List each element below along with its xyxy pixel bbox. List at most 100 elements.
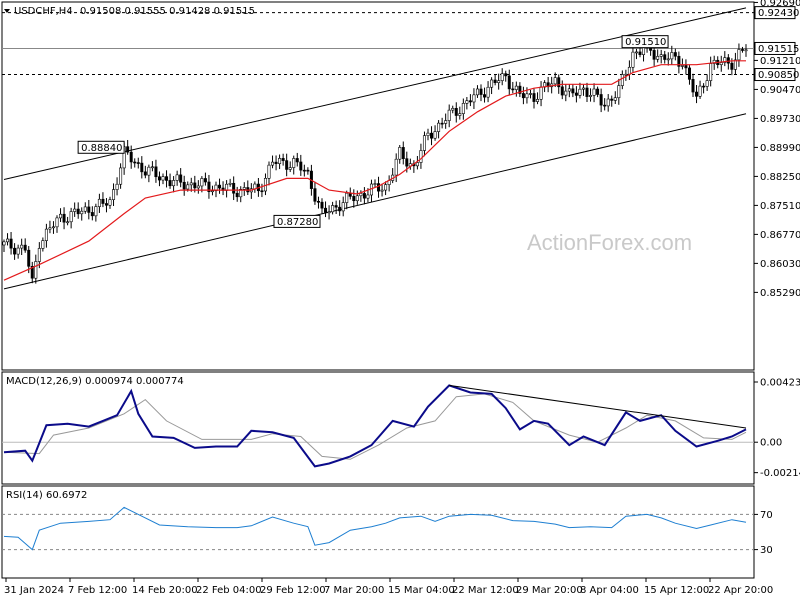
x-tick-label: 29 Mar 20:00	[516, 585, 583, 596]
candle-body	[631, 51, 635, 68]
candle-body	[642, 47, 646, 55]
candle-body	[193, 182, 197, 189]
candle-body	[210, 190, 214, 193]
symbol-label: USDCHF,H4	[14, 6, 73, 17]
rsi-line	[3, 506, 747, 551]
candle-body	[465, 100, 469, 104]
candle-body	[398, 147, 402, 160]
candle-body	[624, 73, 628, 76]
level-label-box	[754, 41, 796, 55]
candle-body	[705, 80, 709, 87]
dropdown-triangle-icon	[4, 9, 10, 13]
price-y-tick-label: 0.87510	[760, 201, 800, 212]
x-tick-label: 29 Feb 12:00	[260, 585, 326, 596]
candle-body	[702, 85, 706, 88]
rsi-y-tick-label: 30	[760, 545, 773, 556]
x-tick-label: 22 Mar 12:00	[452, 585, 519, 596]
candle-body	[338, 206, 342, 212]
level-label-box	[754, 6, 796, 20]
candle-body	[684, 65, 688, 69]
candle-body	[316, 200, 320, 203]
candle-body	[147, 166, 151, 176]
candle-body	[165, 176, 169, 181]
sma-line	[3, 60, 746, 281]
candle-body	[564, 90, 568, 96]
price-y-tick-label: 0.88990	[760, 143, 800, 154]
candle-body	[16, 247, 20, 255]
price-annotation-label: 0.91510	[625, 37, 666, 48]
price-panel-frame	[1, 1, 755, 371]
candle-body	[242, 187, 246, 190]
candle-body	[620, 74, 624, 86]
candle-body	[444, 120, 448, 124]
candle-body	[48, 227, 52, 230]
moving-average-line	[3, 60, 746, 281]
level-label-box	[754, 68, 796, 82]
x-tick-label: 22 Feb 04:00	[196, 585, 262, 596]
candle-body	[687, 67, 691, 80]
x-tick-label: 14 Feb 20:00	[132, 585, 198, 596]
candle-body	[603, 104, 607, 107]
candle-body	[740, 49, 744, 51]
candle-body	[419, 150, 423, 163]
macd-panel-frame	[1, 371, 755, 485]
candle-body	[726, 57, 730, 64]
candle-body	[51, 226, 55, 229]
candle-body	[278, 158, 282, 164]
candle-body	[659, 54, 663, 57]
watermark: ActionForex.com	[527, 230, 692, 255]
candle-body	[680, 65, 684, 67]
candle-body	[239, 189, 243, 198]
candle-body	[9, 238, 13, 249]
channel-lower-line	[3, 113, 747, 290]
candle-body	[422, 135, 426, 151]
candle-body	[179, 174, 183, 183]
candle-body	[666, 58, 670, 61]
candle-body	[578, 88, 582, 96]
candle-body	[528, 93, 532, 95]
level-label: 0.91515	[758, 44, 799, 55]
candle-body	[30, 265, 34, 279]
candle-body	[712, 59, 716, 64]
candle-body	[475, 88, 479, 96]
candle-body	[479, 88, 483, 95]
candle-body	[366, 194, 370, 199]
candle-body	[415, 162, 419, 167]
ohlc-values: 0.91508 0.91555 0.91428 0.91515	[80, 6, 255, 17]
price-annotation-box	[621, 35, 669, 49]
x-tick-label: 7 Mar 20:00	[324, 585, 384, 596]
candle-body	[380, 189, 384, 192]
candle-body	[87, 206, 91, 213]
macd-title: MACD(12,26,9) 0.000974 0.000774	[6, 376, 184, 387]
candle-body	[13, 247, 17, 255]
macd-y-tick-label: -0.002142	[760, 468, 800, 479]
candle-body	[150, 166, 154, 169]
candle-body	[606, 98, 610, 107]
candle-body	[320, 201, 324, 209]
candle-body	[168, 180, 172, 187]
candle-body	[500, 73, 504, 81]
candle-body	[695, 91, 699, 97]
candle-body	[486, 86, 490, 98]
candle-body	[136, 162, 140, 164]
candle-body	[112, 189, 116, 200]
candle-body	[327, 211, 331, 214]
candle-body	[401, 147, 405, 159]
candle-body	[673, 52, 677, 57]
candle-body	[232, 182, 236, 194]
candle-body	[271, 161, 275, 166]
candle-body	[345, 192, 349, 203]
price-y-tick-label: 0.92690	[760, 0, 800, 9]
candle-body	[101, 198, 105, 204]
candle-body	[634, 51, 638, 54]
candle-body	[617, 85, 621, 99]
macd-signal-line	[3, 393, 747, 460]
candle-body	[73, 208, 77, 212]
candle-body	[518, 85, 522, 94]
candle-body	[511, 88, 515, 91]
candle-body	[44, 228, 48, 241]
candle-body	[218, 184, 222, 189]
candle-body	[129, 151, 133, 163]
